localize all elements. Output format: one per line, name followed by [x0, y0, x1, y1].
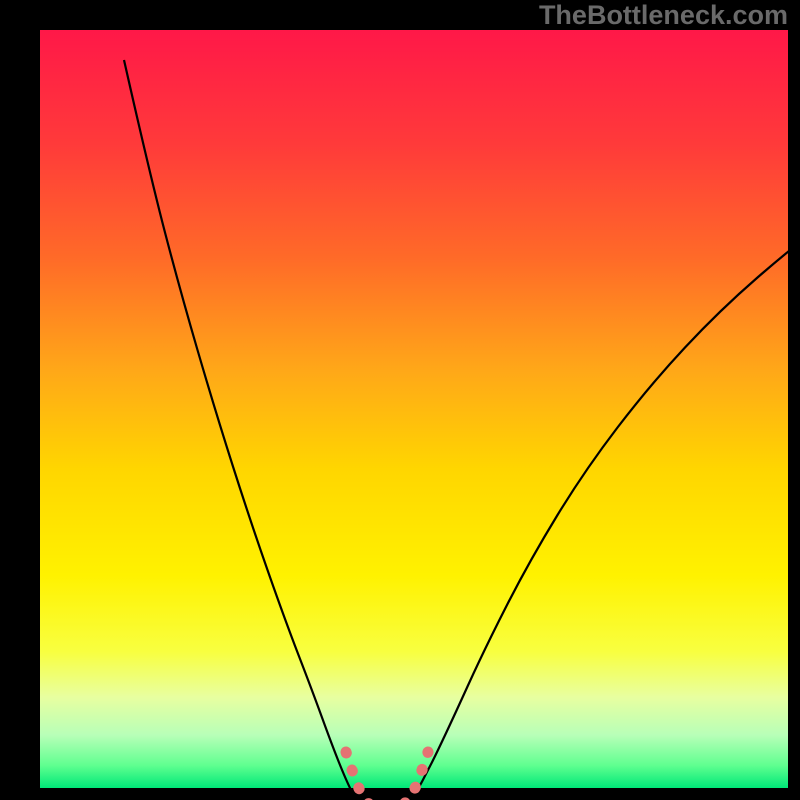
curve-trough-overlay	[346, 752, 428, 800]
curve-left-branch	[124, 60, 356, 800]
curve-right-branch	[412, 190, 800, 800]
watermark-text: TheBottleneck.com	[539, 0, 788, 31]
curve-layer	[40, 30, 800, 800]
plot-area	[40, 30, 788, 788]
figure-container: TheBottleneck.com	[0, 0, 800, 800]
